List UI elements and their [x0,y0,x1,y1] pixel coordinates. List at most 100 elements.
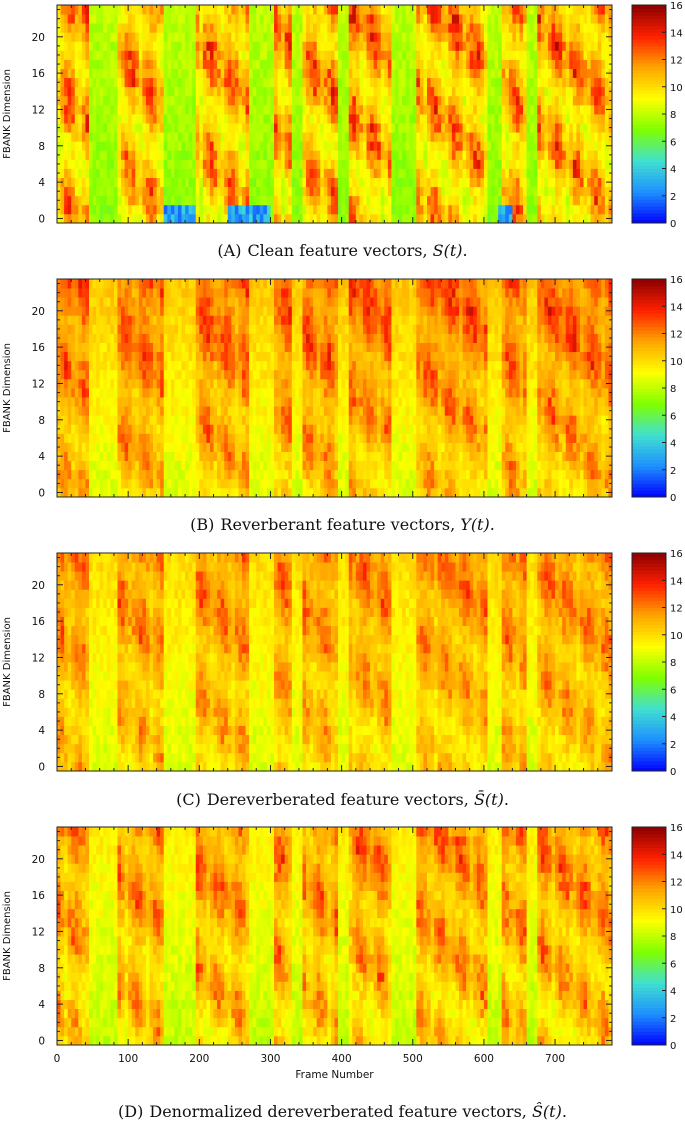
heatmap-cell [285,14,289,23]
heatmap-cell [544,205,548,214]
heatmap-cell [110,132,114,141]
heatmap-cell [64,279,68,288]
heatmap-cell [342,14,346,23]
heatmap-cell [103,5,107,14]
heatmap-cell [306,23,310,32]
heatmap-cell [96,178,100,187]
heatmap-cell [516,69,520,78]
heatmap-cell [324,96,328,105]
heatmap-cell [160,470,164,479]
heatmap-cell [441,96,445,105]
heatmap-cell [135,187,139,196]
heatmap-cell [125,479,129,488]
heatmap-cell [466,114,470,123]
heatmap-cell [117,297,121,306]
heatmap-cell [167,60,171,69]
heatmap-cell [530,205,534,214]
heatmap-cell [103,132,107,141]
heatmap-cell [260,214,264,223]
heatmap-cell [153,69,157,78]
heatmap-cell [71,32,75,41]
heatmap-cell [530,196,534,205]
heatmap-cell [263,23,267,32]
heatmap-cell [199,150,203,159]
heatmap-cell [263,169,267,178]
y-tick-label: 20 [32,32,45,44]
heatmap-cell [306,96,310,105]
heatmap-cell [466,41,470,50]
heatmap-cell [238,78,242,87]
heatmap-cell [381,114,385,123]
heatmap-cell [509,187,513,196]
heatmap-cell [438,69,442,78]
heatmap-cell [327,105,331,114]
heatmap-cell [135,60,139,69]
heatmap-cell [413,32,417,41]
heatmap-cell [210,87,214,96]
heatmap-cell [317,32,321,41]
heatmap-cell [61,159,65,168]
heatmap-cell [93,306,97,315]
heatmap-cell [78,279,82,288]
heatmap-cell [391,50,395,59]
heatmap-cell [566,132,570,141]
heatmap-cell [445,87,449,96]
heatmap-cell [164,433,168,442]
heatmap-cell [580,159,584,168]
heatmap-cell [420,187,424,196]
heatmap-cell [85,205,89,214]
heatmap-cell [441,150,445,159]
heatmap-cell [146,178,150,187]
heatmap-cell [416,60,420,69]
heatmap-cell [196,370,200,379]
heatmap-cell [278,169,282,178]
heatmap-cell [206,196,210,205]
heatmap-cell [320,96,324,105]
heatmap-cell [185,114,189,123]
heatmap-cell [64,361,68,370]
heatmap-cell [142,14,146,23]
heatmap-cell [327,60,331,69]
heatmap-cell [484,60,488,69]
heatmap-cell [317,187,321,196]
heatmap-cell [292,87,296,96]
heatmap-cell [374,114,378,123]
heatmap-cell [160,461,164,470]
heatmap-cell [466,169,470,178]
heatmap-cell [324,159,328,168]
heatmap-cell [125,433,129,442]
heatmap-cell [96,397,100,406]
colorbar-segment [632,12,666,16]
heatmap-cell [555,96,559,105]
heatmap-cell [487,50,491,59]
heatmap-cell [512,196,516,205]
heatmap-cell [117,196,121,205]
heatmap-cell [402,5,406,14]
heatmap-cell [434,187,438,196]
heatmap-cell [523,141,527,150]
heatmap-cell [199,5,203,14]
heatmap-cell [85,443,89,452]
heatmap-cell [505,60,509,69]
heatmap-cell [413,14,417,23]
heatmap-cell [530,5,534,14]
heatmap-cell [520,96,524,105]
heatmap-cell [185,406,189,415]
heatmap-cell [153,205,157,214]
heatmap-cell [78,150,82,159]
heatmap-cell [210,50,214,59]
heatmap-cell [157,361,161,370]
heatmap-cell [203,315,207,324]
heatmap-cell [580,96,584,105]
heatmap-cell [231,87,235,96]
heatmap-cell [509,178,513,187]
heatmap-cell [548,69,552,78]
heatmap-cell [164,5,168,14]
heatmap-cell [85,397,89,406]
heatmap-cell [559,141,563,150]
colorbar-segment [632,53,666,57]
heatmap-cell [160,132,164,141]
heatmap-cell [562,214,566,223]
heatmap-cell [199,23,203,32]
heatmap-cell [150,370,154,379]
